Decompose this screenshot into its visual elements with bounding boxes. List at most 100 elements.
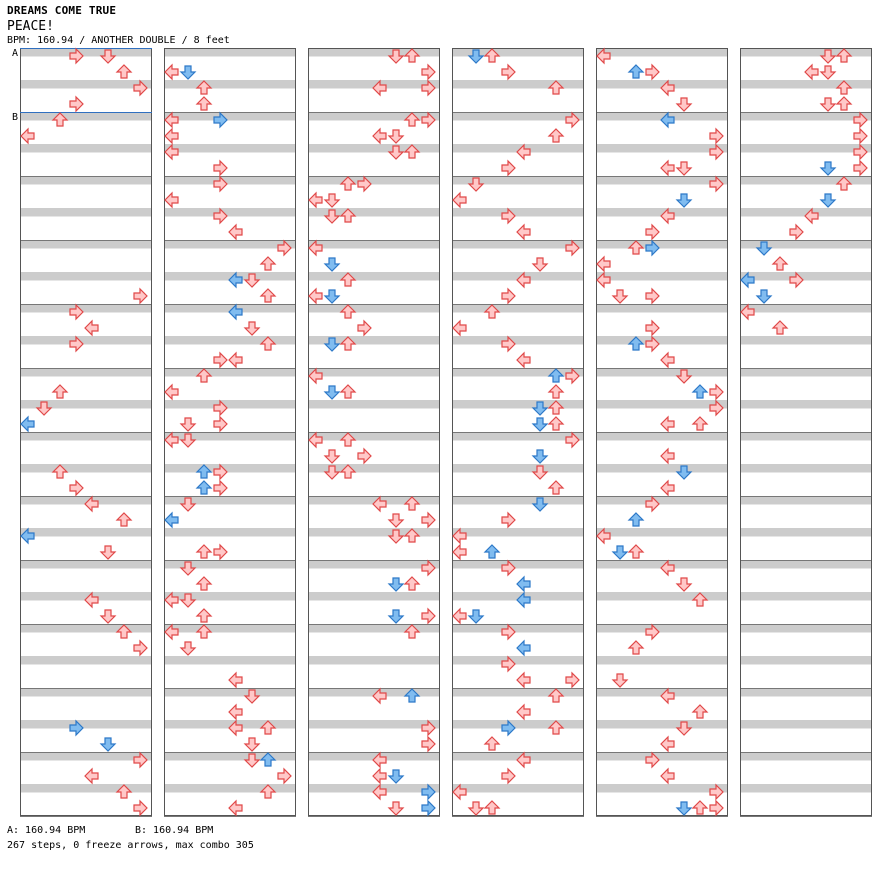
down-arrow-icon [99, 49, 117, 64]
down-arrow-icon [611, 673, 629, 688]
left-arrow-icon [228, 719, 243, 737]
up-arrow-icon [547, 368, 565, 383]
left-arrow-icon [516, 591, 531, 609]
right-arrow-icon [501, 207, 516, 225]
chart-column-2 [164, 48, 296, 817]
right-arrow-icon [69, 95, 84, 113]
left-arrow-icon [308, 191, 323, 209]
down-arrow-icon [323, 385, 341, 400]
down-arrow-icon [99, 737, 117, 752]
right-arrow-icon [565, 431, 580, 449]
right-arrow-icon [501, 655, 516, 673]
down-arrow-icon [387, 49, 405, 64]
right-arrow-icon [645, 751, 660, 769]
left-arrow-icon [452, 783, 467, 801]
left-arrow-icon [228, 799, 243, 817]
down-arrow-icon [243, 273, 261, 288]
left-arrow-icon [516, 671, 531, 689]
up-arrow-icon [771, 256, 789, 271]
up-arrow-icon [51, 464, 69, 479]
up-arrow-icon [547, 416, 565, 431]
right-arrow-icon [645, 335, 660, 353]
up-arrow-icon [339, 384, 357, 399]
up-arrow-icon [483, 304, 501, 319]
right-arrow-icon [133, 79, 148, 97]
up-arrow-icon [259, 784, 277, 799]
up-arrow-icon [339, 464, 357, 479]
up-arrow-icon [51, 384, 69, 399]
left-arrow-icon [228, 351, 243, 369]
right-arrow-icon [709, 799, 724, 817]
right-arrow-icon [853, 111, 868, 129]
right-arrow-icon [213, 479, 228, 497]
down-arrow-icon [675, 577, 693, 592]
left-arrow-icon [164, 431, 179, 449]
down-arrow-icon [467, 49, 485, 64]
left-arrow-icon [804, 63, 819, 81]
up-arrow-icon [835, 96, 853, 111]
song-title: DREAMS COME TRUE [7, 4, 117, 17]
chart-column-3 [308, 48, 440, 817]
right-arrow-icon [69, 303, 84, 321]
left-arrow-icon [372, 127, 387, 145]
down-arrow-icon [675, 721, 693, 736]
up-arrow-icon [403, 528, 421, 543]
left-arrow-icon [660, 111, 675, 129]
down-arrow-icon [387, 145, 405, 160]
down-arrow-icon [243, 689, 261, 704]
right-arrow-icon [853, 127, 868, 145]
left-arrow-icon [740, 271, 755, 289]
left-arrow-icon [164, 191, 179, 209]
left-arrow-icon [308, 367, 323, 385]
up-arrow-icon [547, 480, 565, 495]
right-arrow-icon [133, 639, 148, 657]
right-arrow-icon [565, 671, 580, 689]
right-arrow-icon [645, 223, 660, 241]
up-arrow-icon [627, 544, 645, 559]
up-arrow-icon [547, 720, 565, 735]
right-arrow-icon [645, 319, 660, 337]
down-arrow-icon [179, 641, 197, 656]
right-arrow-icon [501, 623, 516, 641]
down-arrow-icon [179, 497, 197, 512]
down-arrow-icon [675, 97, 693, 112]
left-arrow-icon [660, 479, 675, 497]
up-arrow-icon [339, 336, 357, 351]
bpm-b-label: B: 160.94 BPM [135, 825, 214, 836]
down-arrow-icon [819, 161, 837, 176]
bpm-marker-label-b: B [12, 112, 18, 123]
up-arrow-icon [403, 112, 421, 127]
right-arrow-icon [565, 111, 580, 129]
left-arrow-icon [660, 767, 675, 785]
left-arrow-icon [372, 751, 387, 769]
up-arrow-icon [547, 384, 565, 399]
left-arrow-icon [228, 271, 243, 289]
right-arrow-icon [421, 719, 436, 737]
down-arrow-icon [387, 577, 405, 592]
right-arrow-icon [709, 143, 724, 161]
left-arrow-icon [20, 415, 35, 433]
up-arrow-icon [691, 384, 709, 399]
up-arrow-icon [627, 64, 645, 79]
down-arrow-icon [531, 401, 549, 416]
down-arrow-icon [531, 497, 549, 512]
up-arrow-icon [483, 736, 501, 751]
chart-meta: BPM: 160.94 / ANOTHER DOUBLE / 8 feet [7, 35, 230, 46]
right-arrow-icon [357, 319, 372, 337]
left-arrow-icon [228, 703, 243, 721]
right-arrow-icon [421, 559, 436, 577]
left-arrow-icon [228, 671, 243, 689]
left-arrow-icon [596, 527, 611, 545]
down-arrow-icon [611, 545, 629, 560]
up-arrow-icon [259, 336, 277, 351]
left-arrow-icon [452, 543, 467, 561]
up-arrow-icon [195, 96, 213, 111]
left-arrow-icon [228, 223, 243, 241]
left-arrow-icon [804, 207, 819, 225]
left-arrow-icon [660, 415, 675, 433]
left-arrow-icon [84, 767, 99, 785]
left-arrow-icon [452, 319, 467, 337]
down-arrow-icon [35, 401, 53, 416]
left-arrow-icon [20, 527, 35, 545]
left-arrow-icon [164, 383, 179, 401]
